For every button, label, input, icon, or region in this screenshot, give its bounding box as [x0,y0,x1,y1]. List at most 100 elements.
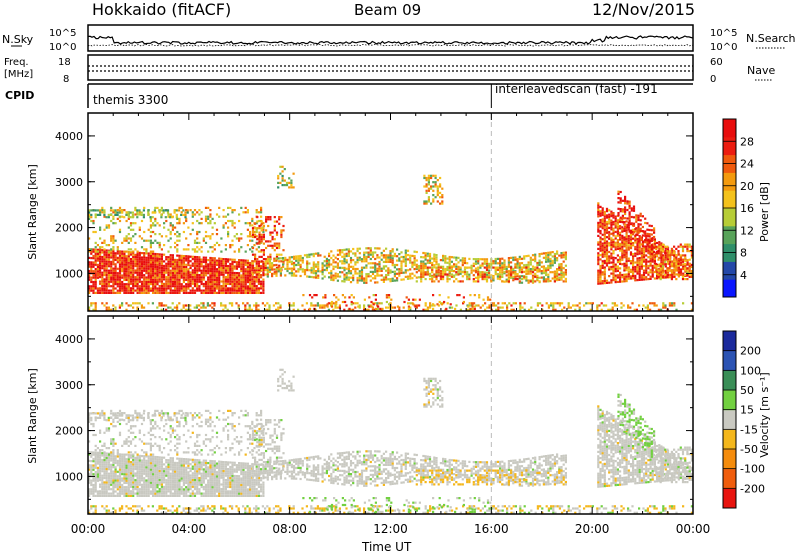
power-cell [167,285,170,288]
power-cell [681,247,685,250]
power-cell [666,271,670,274]
power-cell [156,291,159,294]
power-cell [211,265,214,268]
power-cell [218,244,221,247]
power-cell [185,209,188,212]
power-cell [193,273,197,276]
power-cell [92,276,95,279]
power-cell [474,260,478,263]
power-cell [220,262,223,265]
power-cell [207,276,210,279]
power-cell [406,258,410,261]
power-cell [129,228,133,231]
power-cell [284,267,287,270]
power-cell [326,303,329,306]
power-cell [145,289,148,292]
power-cell [267,255,270,258]
power-cell [637,218,640,222]
power-cell [292,302,295,305]
velocity-cell [99,490,102,493]
power-cell [211,280,214,284]
power-cell [601,262,604,265]
power-cell [251,229,255,232]
power-cell [337,298,340,301]
power-cell [610,241,613,244]
power-cell [457,265,460,268]
velocity-cell [107,465,111,469]
power-cell [433,259,436,263]
power-cell [233,209,236,212]
power-cell [160,308,163,311]
power-cell [616,234,619,237]
power-cell [202,291,205,294]
power-cell [116,267,119,270]
power-cell [542,267,545,270]
power-cell [112,258,115,261]
velocity-cell [103,472,106,475]
power-cell [623,238,626,241]
power-cell [428,275,432,278]
power-cell [182,222,185,225]
power-cell [507,261,510,264]
power-cell [635,308,638,311]
power-cell [191,258,194,261]
power-cell [149,216,152,219]
power-cell [453,280,456,283]
power-cell [114,308,117,311]
power-cell [88,308,91,311]
power-cell [510,308,513,311]
power-cell [235,263,238,266]
power-cell [174,267,177,270]
power-cell [638,265,641,268]
power-cell [209,219,212,223]
power-cell [279,304,282,307]
power-cell [260,282,263,286]
power-cell [562,260,565,263]
power-cell [103,271,106,274]
power-cell [523,275,526,278]
power-cell [365,308,368,311]
power-cell [158,287,161,290]
power-cell [406,249,410,252]
power-cell [207,289,210,292]
power-cell [163,269,166,272]
power-cell [227,278,230,281]
power-cell [220,287,223,290]
power-cell [271,268,274,271]
power-cell [196,211,199,214]
power-cell [599,223,602,226]
power-cell [636,242,639,245]
power-cell [347,248,350,251]
power-cell [477,304,480,307]
power-cell [143,239,146,242]
power-cell [448,260,451,263]
power-cell [240,274,243,277]
power-cell [610,279,613,282]
power-cell [187,304,190,307]
power-cell [371,266,375,269]
power-cell [218,278,221,282]
power-cell [610,223,613,227]
velocity-cell [101,494,104,497]
power-cell [545,280,548,283]
power-cell [171,289,174,292]
velocity-cell [107,463,111,466]
power-cell [107,262,111,266]
power-cell [110,248,113,251]
power-cell [470,267,473,270]
power-cell [668,269,671,272]
power-cell [637,240,640,243]
power-cell [635,216,638,219]
power-cell [368,305,371,308]
power-cell [658,243,661,246]
power-cell [448,255,451,259]
power-cell [107,291,111,294]
power-cell [202,289,205,292]
power-cell [101,278,104,281]
power-cell [107,265,111,268]
power-cell [344,300,347,304]
power-cell [90,213,93,216]
power-cell [215,281,219,284]
velocity-cell [94,464,97,467]
power-cell [204,306,207,309]
